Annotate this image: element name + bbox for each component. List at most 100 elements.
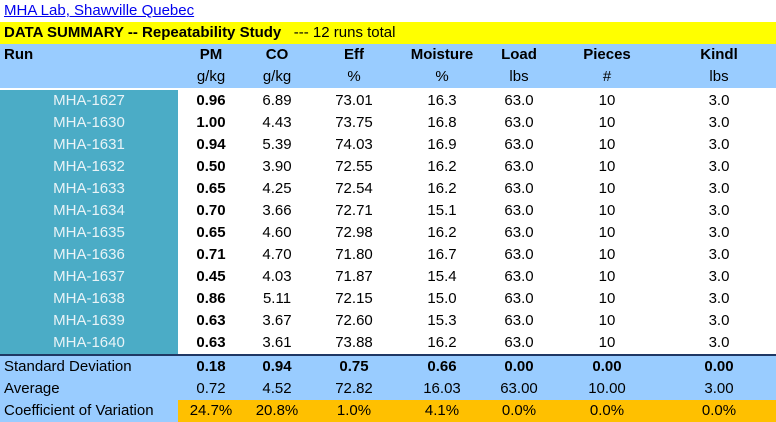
cell-pm[interactable]: 0.50 (178, 156, 244, 178)
stat-co[interactable]: 20.8% (244, 400, 310, 422)
cell-pm[interactable]: 0.45 (178, 266, 244, 288)
stat-eff[interactable]: 0.75 (310, 354, 398, 378)
cell-moisture[interactable]: 16.3 (398, 89, 486, 112)
stat-label[interactable]: Coefficient of Variation (0, 400, 178, 422)
cell-kindl[interactable]: 3.0 (662, 200, 776, 222)
cell-kindl[interactable]: 3.0 (662, 112, 776, 134)
column-header-run[interactable]: Run (0, 44, 178, 66)
cell-load[interactable]: 63.0 (486, 178, 552, 200)
cell-pm[interactable]: 0.65 (178, 178, 244, 200)
cell-load[interactable]: 63.0 (486, 134, 552, 156)
column-header-load[interactable]: Load (486, 44, 552, 66)
cell-eff[interactable]: 72.54 (310, 178, 398, 200)
cell-kindl[interactable]: 3.0 (662, 178, 776, 200)
cell-pieces[interactable]: 10 (552, 222, 662, 244)
cell-load[interactable]: 63.0 (486, 288, 552, 310)
cell-pieces[interactable]: 10 (552, 266, 662, 288)
cell-load[interactable]: 63.0 (486, 266, 552, 288)
stat-moisture[interactable]: 4.1% (398, 400, 486, 422)
cell-pieces[interactable]: 10 (552, 332, 662, 355)
cell-eff[interactable]: 73.88 (310, 332, 398, 355)
cell-co[interactable]: 4.03 (244, 266, 310, 288)
cell-moisture[interactable]: 16.8 (398, 112, 486, 134)
cell-co[interactable]: 4.25 (244, 178, 310, 200)
cell-kindl[interactable]: 3.0 (662, 266, 776, 288)
cell-moisture[interactable]: 16.7 (398, 244, 486, 266)
cell-run[interactable]: MHA-1630 (0, 112, 178, 134)
cell-co[interactable]: 4.70 (244, 244, 310, 266)
cell-pm[interactable]: 0.94 (178, 134, 244, 156)
cell-eff[interactable]: 72.60 (310, 310, 398, 332)
cell-eff[interactable]: 72.71 (310, 200, 398, 222)
stat-label[interactable]: Standard Deviation (0, 354, 178, 378)
cell-pieces[interactable]: 10 (552, 178, 662, 200)
cell-eff[interactable]: 72.15 (310, 288, 398, 310)
stat-pm[interactable]: 0.72 (178, 378, 244, 400)
cell-co[interactable]: 3.90 (244, 156, 310, 178)
column-header-eff[interactable]: Eff (310, 44, 398, 66)
cell-co[interactable]: 3.66 (244, 200, 310, 222)
unit-co[interactable]: g/kg (244, 66, 310, 90)
cell-moisture[interactable]: 15.0 (398, 288, 486, 310)
stat-load[interactable]: 63.00 (486, 378, 552, 400)
cell-pm[interactable]: 0.86 (178, 288, 244, 310)
cell-run[interactable]: MHA-1631 (0, 134, 178, 156)
cell-run[interactable]: MHA-1639 (0, 310, 178, 332)
cell-pieces[interactable]: 10 (552, 310, 662, 332)
cell-load[interactable]: 63.0 (486, 156, 552, 178)
cell-moisture[interactable]: 16.2 (398, 156, 486, 178)
cell-moisture[interactable]: 15.1 (398, 200, 486, 222)
cell-pieces[interactable]: 10 (552, 89, 662, 112)
stat-kindl[interactable]: 3.00 (662, 378, 776, 400)
column-header-co[interactable]: CO (244, 44, 310, 66)
cell-co[interactable]: 5.11 (244, 288, 310, 310)
cell-load[interactable]: 63.0 (486, 332, 552, 355)
cell-kindl[interactable]: 3.0 (662, 244, 776, 266)
cell-load[interactable]: 63.0 (486, 222, 552, 244)
stat-pieces[interactable]: 10.00 (552, 378, 662, 400)
stat-moisture[interactable]: 16.03 (398, 378, 486, 400)
cell-load[interactable]: 63.0 (486, 310, 552, 332)
unit-moisture[interactable]: % (398, 66, 486, 90)
column-header-pm[interactable]: PM (178, 44, 244, 66)
cell-load[interactable]: 63.0 (486, 89, 552, 112)
cell-run[interactable]: MHA-1637 (0, 266, 178, 288)
cell-run[interactable]: MHA-1635 (0, 222, 178, 244)
cell-eff[interactable]: 71.80 (310, 244, 398, 266)
cell-run[interactable]: MHA-1627 (0, 89, 178, 112)
cell-pm[interactable]: 0.63 (178, 310, 244, 332)
cell-eff[interactable]: 72.55 (310, 156, 398, 178)
cell-co[interactable]: 6.89 (244, 89, 310, 112)
stat-co[interactable]: 0.94 (244, 354, 310, 378)
cell-kindl[interactable]: 3.0 (662, 288, 776, 310)
stat-eff[interactable]: 72.82 (310, 378, 398, 400)
cell-kindl[interactable]: 3.0 (662, 332, 776, 355)
unit-load[interactable]: lbs (486, 66, 552, 90)
stat-moisture[interactable]: 0.66 (398, 354, 486, 378)
stat-label[interactable]: Average (0, 378, 178, 400)
unit-eff[interactable]: % (310, 66, 398, 90)
stat-pieces[interactable]: 0.0% (552, 400, 662, 422)
lab-title-link[interactable]: MHA Lab, Shawville Quebec (4, 2, 195, 19)
cell-pm[interactable]: 0.70 (178, 200, 244, 222)
cell-load[interactable]: 63.0 (486, 200, 552, 222)
stat-pm[interactable]: 24.7% (178, 400, 244, 422)
cell-pieces[interactable]: 10 (552, 200, 662, 222)
unit-pieces[interactable]: # (552, 66, 662, 90)
cell-eff[interactable]: 71.87 (310, 266, 398, 288)
cell-pieces[interactable]: 10 (552, 156, 662, 178)
unit-kindl[interactable]: lbs (662, 66, 776, 90)
stat-pm[interactable]: 0.18 (178, 354, 244, 378)
stat-kindl[interactable]: 0.00 (662, 354, 776, 378)
cell-eff[interactable]: 73.01 (310, 89, 398, 112)
cell-eff[interactable]: 72.98 (310, 222, 398, 244)
cell-moisture[interactable]: 15.4 (398, 266, 486, 288)
cell-pm[interactable]: 0.65 (178, 222, 244, 244)
stat-load[interactable]: 0.00 (486, 354, 552, 378)
cell-kindl[interactable]: 3.0 (662, 134, 776, 156)
cell-kindl[interactable]: 3.0 (662, 222, 776, 244)
cell-eff[interactable]: 73.75 (310, 112, 398, 134)
cell-co[interactable]: 4.43 (244, 112, 310, 134)
stat-co[interactable]: 4.52 (244, 378, 310, 400)
column-header-moisture[interactable]: Moisture (398, 44, 486, 66)
